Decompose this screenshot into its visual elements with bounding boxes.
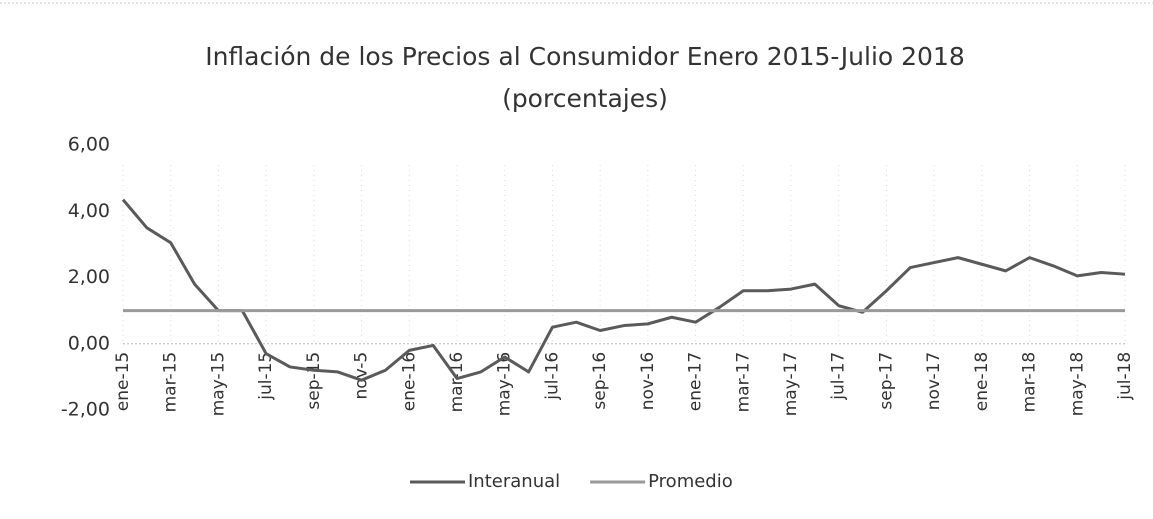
x-tick-label: may-18 [1067, 352, 1087, 417]
series-line [121, 198, 1126, 382]
y-tick-label: 4,00 [68, 200, 110, 222]
y-tick-label: -2,00 [61, 399, 110, 421]
x-tick-label: mar-15 [161, 352, 181, 413]
x-tick-label: may-16 [495, 352, 515, 417]
x-tick-label: mar-17 [733, 352, 753, 413]
y-tick-label: 2,00 [68, 266, 110, 288]
x-tick-label: ene-15 [113, 352, 133, 411]
x-tick-label: jul-16 [542, 352, 562, 401]
x-tick-label: ene-16 [399, 352, 419, 411]
y-tick-label: 0,00 [68, 332, 110, 354]
x-tick-label: may-17 [781, 352, 801, 417]
x-tick-label: ene-18 [972, 352, 992, 411]
x-tick-label: ene-17 [686, 352, 706, 411]
x-tick-label: mar-18 [1020, 352, 1040, 413]
x-tick-label: sep-17 [876, 352, 896, 410]
x-tick-label: jul-17 [829, 352, 849, 401]
x-tick-label: nov-16 [638, 352, 658, 411]
legend-label: Promedio [648, 471, 733, 492]
x-tick-label: nov-17 [924, 352, 944, 411]
chart-subtitle: (porcentajes) [502, 84, 668, 113]
x-tick-label: may-15 [208, 352, 228, 417]
x-tick-label: sep-15 [304, 352, 324, 410]
x-tick-label: jul-15 [256, 352, 276, 401]
x-tick-label: mar-16 [447, 352, 467, 413]
chart-title: Inflación de los Precios al Consumidor E… [205, 42, 965, 71]
legend-label: Interanual [468, 471, 560, 492]
y-tick-label: 6,00 [68, 134, 110, 156]
x-tick-label: jul-18 [1115, 352, 1135, 401]
x-tick-label: nov-5 [352, 352, 372, 400]
x-tick-label: sep-16 [590, 352, 610, 410]
